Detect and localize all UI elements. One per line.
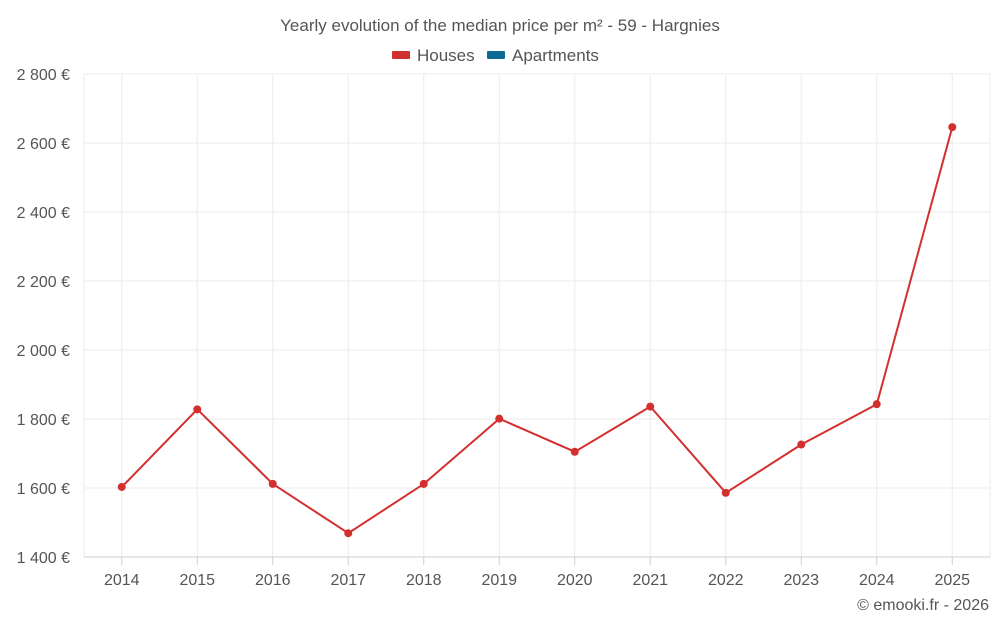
x-axis: 2014 2015 2016 2017 2018 2019 2020 2021 2022 2023… xyxy=(84,556,990,589)
x-tick-label: 2021 xyxy=(632,572,668,589)
data-point-houses[interactable] xyxy=(268,479,277,488)
legend-item-houses[interactable]: Houses xyxy=(392,46,475,65)
data-point-houses[interactable] xyxy=(797,440,806,449)
x-tick-label: 2023 xyxy=(783,572,819,589)
data-point-houses[interactable] xyxy=(344,529,353,538)
y-axis: 1 400 € 1 600 € 1 800 € 2 000 € 2 200 € 2 400… xyxy=(17,67,70,567)
data-point-houses[interactable] xyxy=(419,479,428,488)
legend-label-houses: Houses xyxy=(417,46,475,65)
y-tick-label: 2 800 € xyxy=(17,67,70,84)
data-point-houses[interactable] xyxy=(948,123,957,132)
y-tick-label: 1 600 € xyxy=(17,481,70,498)
data-point-houses[interactable] xyxy=(193,405,202,414)
credit-text: © emooki.fr - 2026 xyxy=(857,597,989,614)
grid xyxy=(83,73,991,557)
data-point-houses[interactable] xyxy=(872,400,881,409)
data-point-houses[interactable] xyxy=(646,402,655,411)
legend-label-apartments: Apartments xyxy=(512,46,599,65)
x-tick-label: 2018 xyxy=(406,572,442,589)
x-tick-label: 2022 xyxy=(708,572,744,589)
y-tick-label: 1 800 € xyxy=(17,412,70,429)
y-tick-label: 1 400 € xyxy=(17,550,70,567)
y-tick-label: 2 200 € xyxy=(17,274,70,291)
legend-swatch-houses xyxy=(392,51,410,59)
data-point-houses[interactable] xyxy=(721,488,730,497)
x-tick-label: 2019 xyxy=(481,572,517,589)
legend-swatch-apartments xyxy=(487,51,505,59)
data-point-houses[interactable] xyxy=(495,414,504,423)
data-point-houses[interactable] xyxy=(117,482,126,491)
chart-title: Yearly evolution of the median price per… xyxy=(280,16,720,35)
x-tick-label: 2014 xyxy=(104,572,140,589)
series-line-houses[interactable] xyxy=(121,126,954,535)
x-tick-label: 2024 xyxy=(859,572,895,589)
series-layer xyxy=(117,123,957,538)
data-point-houses[interactable] xyxy=(570,447,579,456)
y-tick-label: 2 600 € xyxy=(17,136,70,153)
x-tick-label: 2015 xyxy=(179,572,215,589)
y-tick-label: 2 000 € xyxy=(17,343,70,360)
legend: Houses Apartments xyxy=(392,46,599,65)
x-tick-label: 2025 xyxy=(934,572,970,589)
y-tick-label: 2 400 € xyxy=(17,205,70,222)
x-tick-label: 2016 xyxy=(255,572,291,589)
x-tick-label: 2017 xyxy=(330,572,366,589)
legend-item-apartments[interactable]: Apartments xyxy=(487,46,599,65)
x-tick-label: 2020 xyxy=(557,572,593,589)
